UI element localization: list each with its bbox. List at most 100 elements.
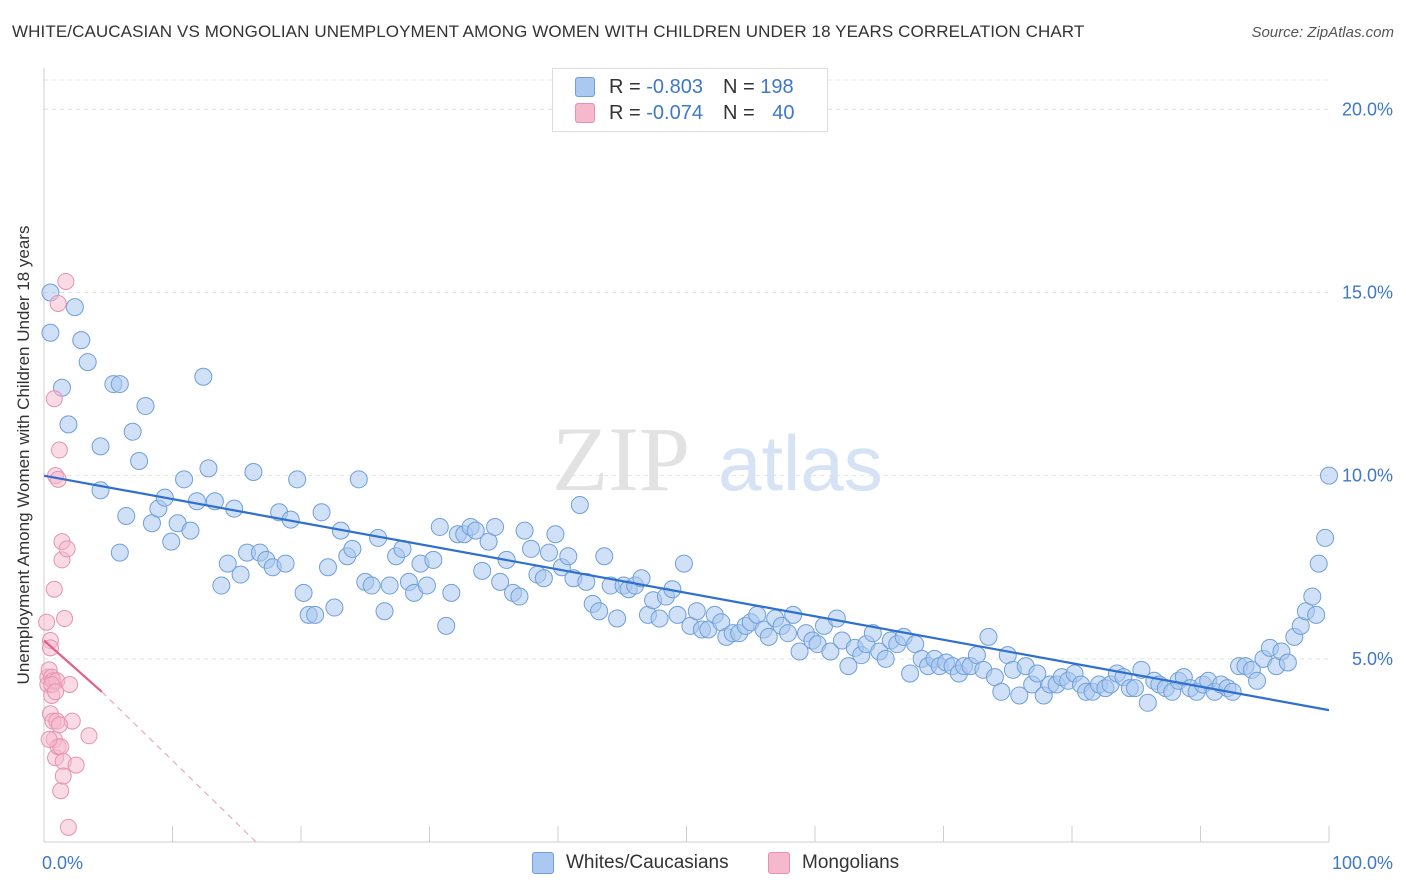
y-tick-label: 5.0%	[1352, 649, 1393, 669]
data-point-whites	[839, 657, 858, 676]
data-point-whites	[668, 605, 687, 624]
data-point-whites	[559, 547, 578, 566]
data-point-whites	[674, 554, 693, 573]
legend-r-value: -0.803	[646, 75, 703, 98]
data-point-whites	[863, 624, 882, 643]
data-point-whites	[491, 572, 510, 591]
data-point-whites	[325, 598, 344, 617]
series-whites-points	[41, 283, 1338, 712]
data-point-whites	[181, 521, 200, 540]
data-point-whites	[199, 459, 218, 478]
legend-n-label: N =	[722, 75, 761, 98]
data-point-mongolians	[49, 294, 67, 312]
data-point-whites	[276, 554, 295, 573]
trend-lines	[43, 474, 1330, 843]
data-point-whites	[212, 576, 231, 595]
data-point-whites	[876, 649, 895, 668]
data-point-whites	[59, 415, 78, 434]
trend-line-mongolians-extension	[101, 691, 257, 843]
data-point-mongolians	[45, 390, 63, 408]
data-point-mongolians	[40, 730, 58, 748]
data-point-whites	[288, 470, 307, 489]
x-tick-label: 100.0%	[1332, 853, 1393, 873]
data-point-whites	[1138, 693, 1157, 712]
legend-r-label: R =	[609, 101, 647, 124]
data-point-whites	[117, 506, 136, 525]
data-point-whites	[779, 624, 798, 643]
series-legend-whites-label: Whites/Caucasians	[566, 852, 729, 873]
data-point-whites	[546, 525, 565, 544]
data-point-whites	[759, 627, 778, 646]
data-point-whites	[466, 521, 485, 540]
watermark-atlas: atlas	[718, 419, 883, 507]
legend-r-label: R =	[609, 75, 647, 98]
data-point-whites	[632, 569, 651, 588]
data-point-whites	[417, 576, 436, 595]
data-point-whites	[318, 558, 337, 577]
data-point-whites	[194, 367, 213, 386]
data-point-whites	[1316, 528, 1335, 547]
data-point-mongolians	[67, 756, 85, 774]
data-point-whites	[608, 609, 627, 628]
series-legend: Whites/Caucasians Mongolians	[0, 852, 1406, 878]
data-point-whites	[510, 587, 529, 606]
y-tick-label: 15.0%	[1342, 282, 1393, 302]
data-point-whites	[123, 422, 142, 441]
data-point-whites	[294, 583, 313, 602]
data-point-mongolians	[58, 540, 76, 558]
data-point-mongolians	[56, 610, 74, 628]
data-point-mongolians	[59, 818, 77, 836]
data-point-whites	[110, 375, 129, 394]
data-point-whites	[437, 616, 456, 635]
data-point-mongolians	[57, 272, 75, 290]
data-point-whites	[570, 495, 589, 514]
data-point-whites	[1278, 653, 1297, 672]
legend-n-value: 198	[760, 75, 794, 98]
data-point-whites	[901, 664, 920, 683]
legend-n-label: N =	[722, 101, 761, 124]
correlation-legend: R = -0.803 N = 198 R = -0.074 N = 40	[552, 68, 828, 132]
data-point-whites	[65, 298, 84, 317]
data-point-whites	[244, 462, 263, 481]
data-point-whites	[486, 517, 505, 536]
data-point-mongolians	[80, 727, 98, 745]
data-point-mongolians	[50, 716, 68, 734]
data-point-whites	[312, 503, 331, 522]
series-legend-mongolians-swatch	[768, 852, 790, 874]
data-point-whites	[590, 602, 609, 621]
data-point-whites	[650, 609, 669, 628]
watermark: ZIP atlas	[552, 408, 883, 510]
data-point-whites	[130, 452, 149, 470]
legend-r-value: -0.074	[646, 101, 703, 124]
data-point-whites	[473, 561, 492, 580]
data-point-whites	[1125, 679, 1144, 698]
series-legend-mongolians-label: Mongolians	[802, 852, 900, 873]
data-point-whites	[218, 554, 237, 573]
data-point-whites	[595, 547, 614, 566]
data-point-whites	[41, 323, 60, 342]
data-point-mongolians	[47, 683, 65, 701]
data-point-whites	[362, 576, 381, 595]
data-point-whites	[375, 602, 394, 621]
data-point-whites	[343, 539, 362, 558]
data-point-whites	[1028, 664, 1047, 683]
y-tick-label: 10.0%	[1342, 466, 1393, 486]
data-point-whites	[1248, 671, 1267, 690]
data-point-whites	[136, 397, 155, 416]
series-legend-mongolians: Mongolians	[768, 852, 899, 874]
data-point-whites	[687, 602, 706, 621]
trend-line-mongolians	[43, 639, 103, 693]
series-legend-whites: Whites/Caucasians	[532, 852, 729, 874]
legend-swatch-mongolians	[575, 103, 595, 123]
data-point-whites	[577, 572, 596, 591]
y-tick-label: 20.0%	[1342, 99, 1393, 119]
legend-swatch-whites	[575, 77, 595, 97]
data-point-whites	[110, 543, 129, 562]
data-point-whites	[424, 550, 443, 569]
data-point-mongolians	[52, 782, 70, 800]
data-point-whites	[1309, 554, 1328, 573]
legend-row-mongolians: R = -0.074 N = 40	[575, 100, 794, 126]
source-label: Source: ZipAtlas.com	[1251, 24, 1394, 41]
data-point-whites	[187, 492, 206, 511]
